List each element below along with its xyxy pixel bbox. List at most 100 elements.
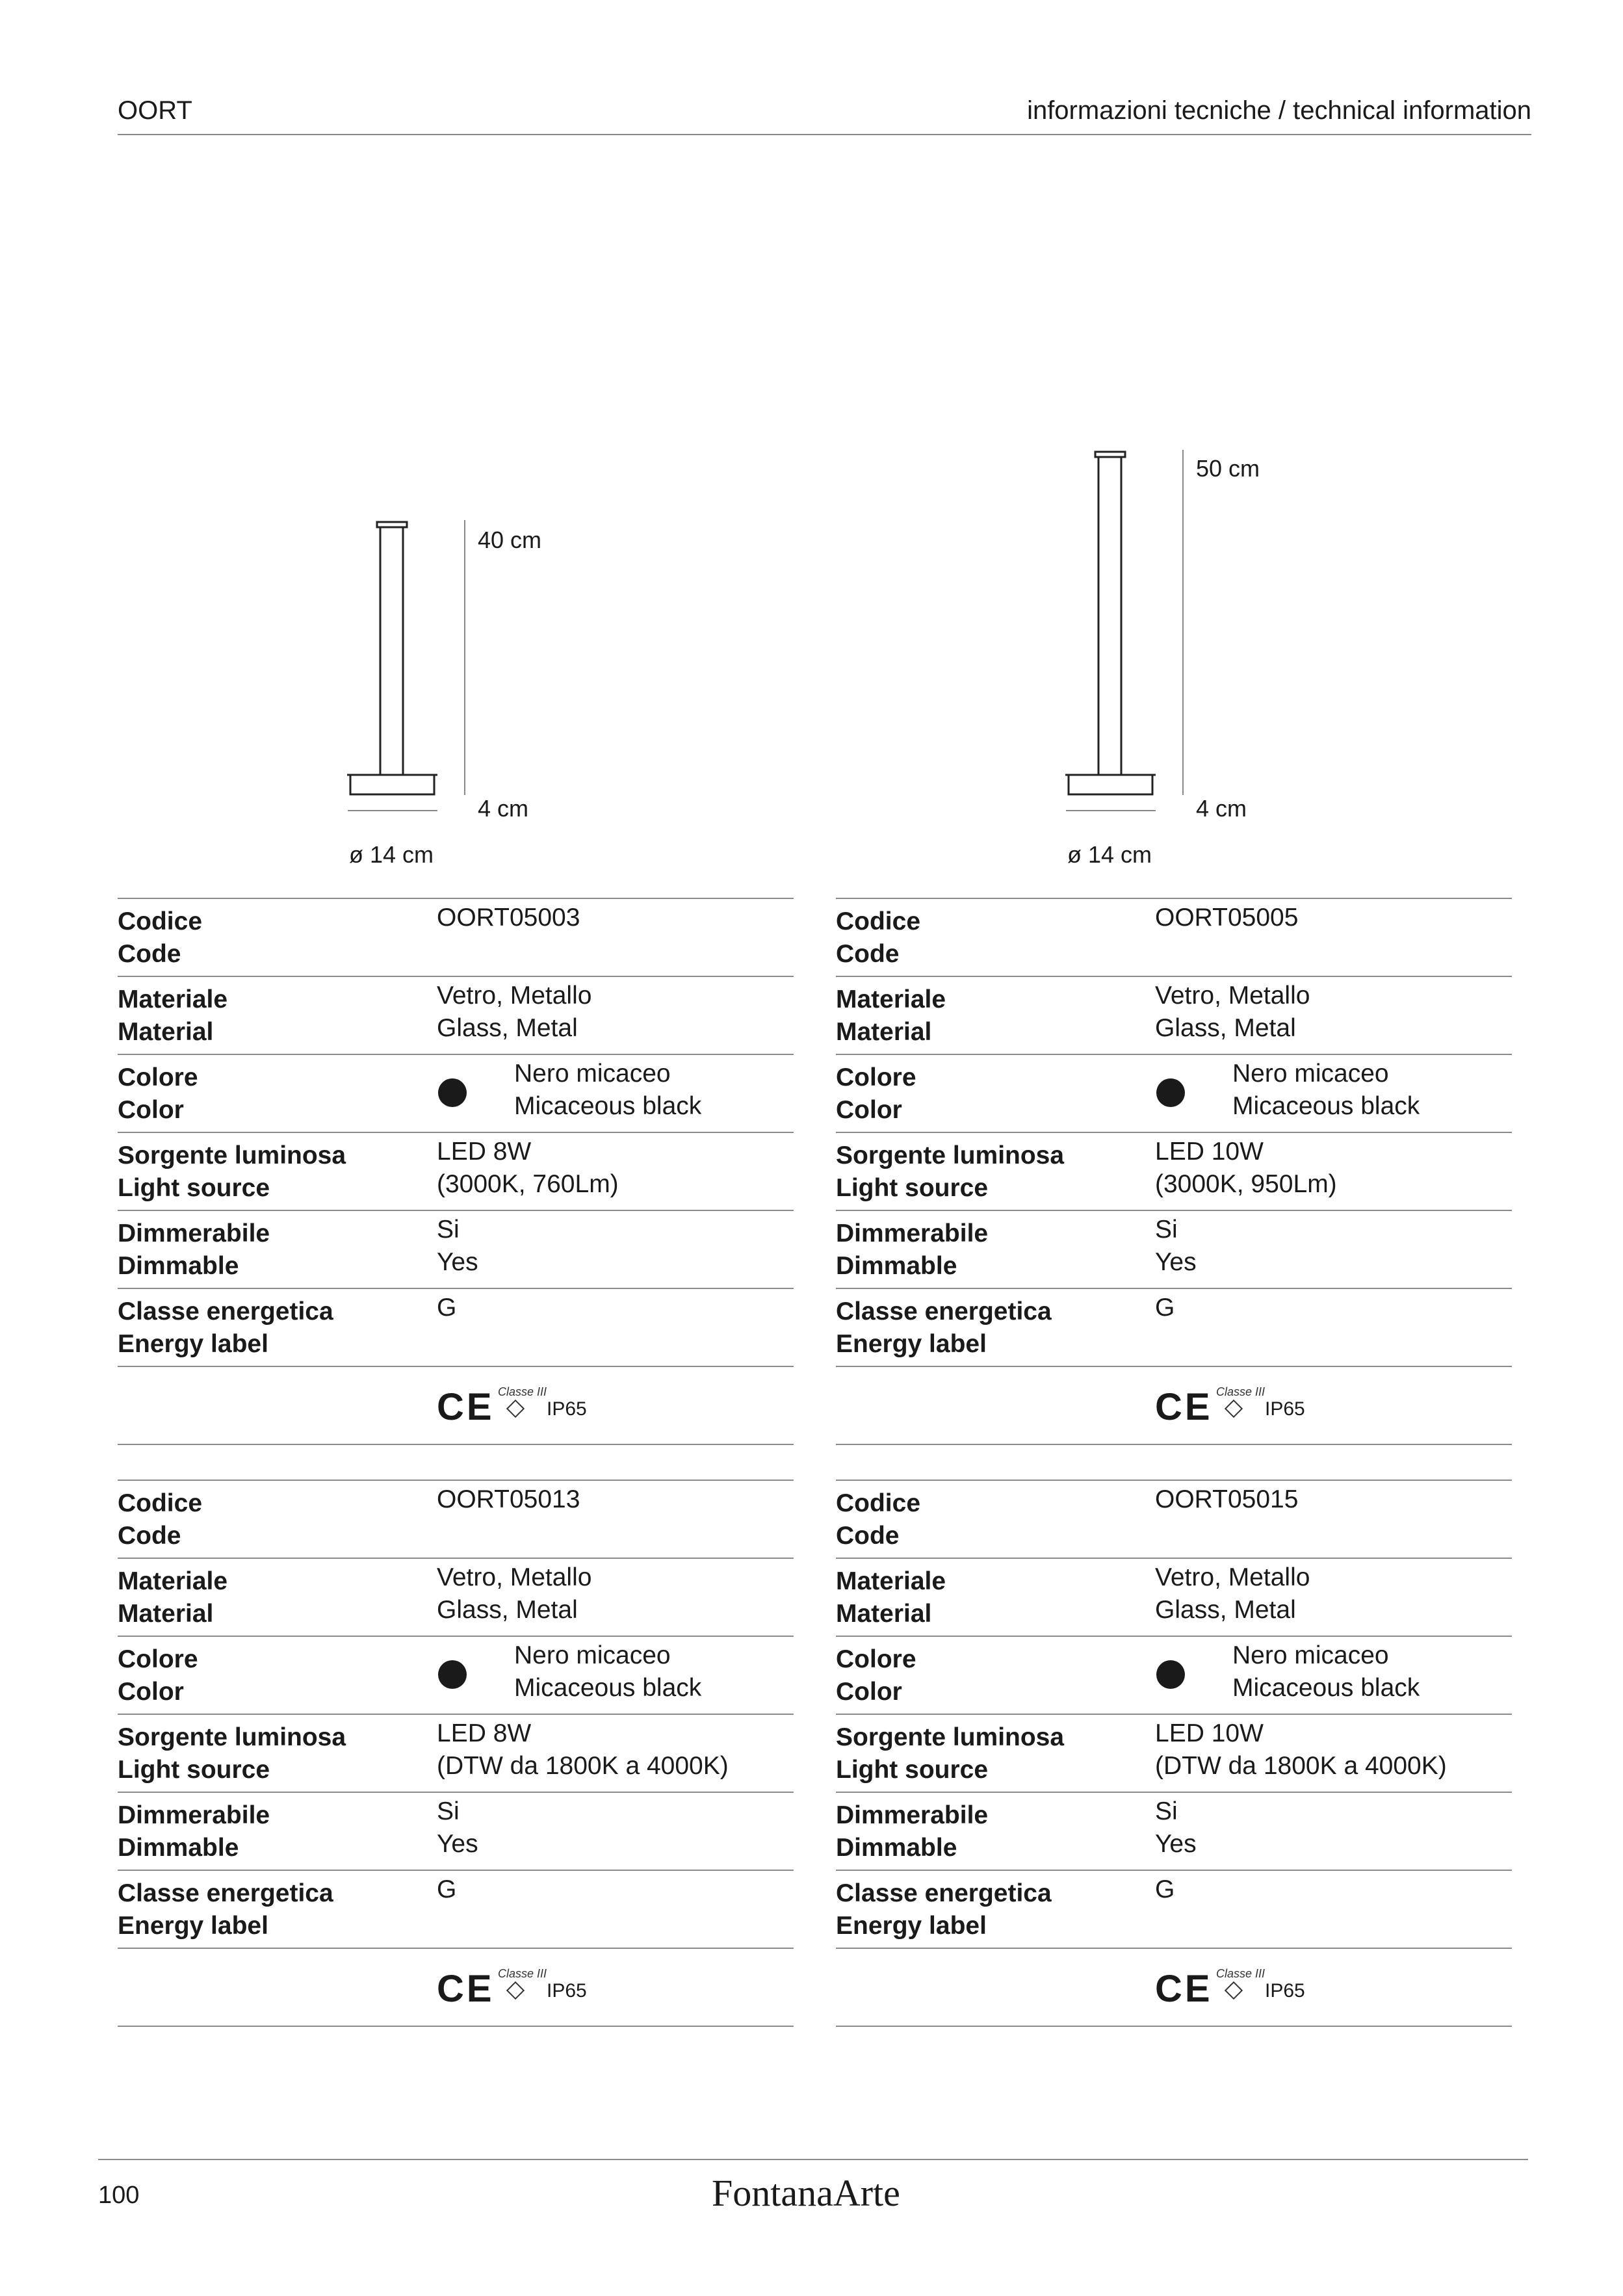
- brand-logo: FontanaArte: [712, 2172, 900, 2214]
- spec-label: Materiale Material: [118, 984, 227, 1049]
- spec-label: Codice Code: [836, 906, 920, 971]
- color-swatch: [1156, 1660, 1185, 1689]
- class-iii-label: Classe III: [1216, 1967, 1266, 1980]
- ce-mark-icon: CE: [1155, 1968, 1213, 2010]
- value-line: OORT05005: [1155, 904, 1299, 932]
- spec-row: Materiale Material Vetro, Metallo Glass, Me…: [836, 976, 1512, 1054]
- value-line: (DTW da 1800K a 4000K): [437, 1752, 729, 1780]
- label-line: Energy label: [118, 1330, 268, 1358]
- label-line: Codice: [836, 1489, 921, 1517]
- color-swatch: [438, 1078, 467, 1107]
- value-line: Yes: [437, 1830, 478, 1858]
- lamp-drawing-50cm: [1065, 450, 1184, 811]
- spec-row: Classe energetica Energy label G: [118, 1870, 794, 1948]
- lamp-drawing-40cm: [347, 520, 465, 811]
- label-line: Code: [118, 1522, 181, 1550]
- label-line: Materiale: [118, 1567, 228, 1595]
- label-line: Light source: [836, 1174, 989, 1202]
- spec-row: Colore Color Nero micaceo Micaceous black: [118, 1636, 794, 1714]
- spec-row: Colore Color Nero micaceo Micaceous black: [836, 1054, 1512, 1132]
- spec-label: Classe energetica Energy label: [836, 1877, 1052, 1942]
- label-line: Light source: [836, 1756, 989, 1784]
- label-line: Classe energetica: [118, 1879, 333, 1907]
- label-line: Dimmerabile: [836, 1220, 989, 1247]
- label-line: Codice: [836, 907, 921, 935]
- spec-label: Classe energetica Energy label: [118, 1877, 333, 1942]
- label-line: Materiale: [836, 1567, 946, 1595]
- label-line: Sorgente luminosa: [836, 1723, 1065, 1751]
- value-line: OORT05015: [1155, 1485, 1299, 1513]
- page-number: 100: [98, 2182, 140, 2209]
- spec-table: Codice Code OORT05015 Materiale Material Vetr…: [836, 1480, 1512, 2027]
- label-line: Dimmerabile: [118, 1801, 270, 1829]
- diameter-label: ø 14 cm: [1067, 841, 1152, 868]
- label-line: Materiale: [118, 985, 228, 1013]
- certification-row: CE Classe III IP65: [118, 1366, 794, 1445]
- label-line: Codice: [118, 1489, 203, 1517]
- spec-row: Classe energetica Energy label G: [118, 1288, 794, 1366]
- spec-label: Classe energetica Energy label: [836, 1296, 1052, 1361]
- label-line: Energy label: [836, 1330, 987, 1358]
- value-line: Vetro, Metallo: [437, 1563, 592, 1591]
- base-height-label: 4 cm: [1196, 795, 1247, 822]
- spec-value: Nero micaceo Micaceous black: [514, 1639, 701, 1704]
- spec-label: Dimmerabile Dimmable: [118, 1218, 270, 1283]
- spec-row: Materiale Material Vetro, Metallo Glass, Me…: [118, 976, 794, 1054]
- class-iii-label: Classe III: [498, 1967, 547, 1980]
- height-label: 40 cm: [478, 527, 542, 553]
- spec-table: Codice Code OORT05013 Materiale Material Vetr…: [118, 1480, 794, 2027]
- spec-row: Colore Color Nero micaceo Micaceous black: [118, 1054, 794, 1132]
- spec-value: Nero micaceo Micaceous black: [1232, 1058, 1420, 1123]
- certification-row: CE Classe III IP65: [836, 1948, 1512, 2027]
- certification-row: CE Classe III IP65: [118, 1948, 794, 2027]
- value-line: Yes: [1155, 1830, 1197, 1858]
- value-line: G: [437, 1875, 457, 1903]
- value-line: Yes: [1155, 1248, 1197, 1276]
- value-line: LED 10W: [1155, 1138, 1264, 1166]
- spec-value: Vetro, Metallo Glass, Metal: [1155, 980, 1310, 1045]
- value-line: Micaceous black: [1232, 1092, 1420, 1120]
- label-line: Energy label: [836, 1912, 987, 1940]
- spec-row: Codice Code OORT05003: [118, 898, 794, 976]
- header-rule: [118, 134, 1531, 135]
- value-line: Si: [437, 1216, 460, 1244]
- value-line: Nero micaceo: [514, 1060, 671, 1088]
- spec-label: Codice Code: [118, 906, 202, 971]
- class-iii-diamond-icon: [1224, 1981, 1243, 2000]
- value-line: G: [1155, 1875, 1175, 1903]
- label-line: Dimmable: [836, 1834, 957, 1862]
- spec-value: OORT05005: [1155, 902, 1298, 934]
- value-line: OORT05013: [437, 1485, 580, 1513]
- value-line: Micaceous black: [1232, 1674, 1420, 1702]
- spec-value: LED 8W (DTW da 1800K a 4000K): [437, 1717, 729, 1782]
- spec-row: Materiale Material Vetro, Metallo Glass, Me…: [836, 1558, 1512, 1636]
- base-height-label: 4 cm: [478, 795, 529, 822]
- spec-label: Sorgente luminosa Light source: [836, 1721, 1064, 1786]
- label-line: Materiale: [836, 985, 946, 1013]
- spec-row: Sorgente luminosa Light source LED 8W (3000…: [118, 1132, 794, 1210]
- spec-row: Codice Code OORT05013: [118, 1480, 794, 1558]
- value-line: Glass, Metal: [1155, 1014, 1296, 1042]
- spec-row: Dimmerabile Dimmable Si Yes: [118, 1210, 794, 1288]
- class-iii-label: Classe III: [498, 1385, 547, 1398]
- spec-value: G: [1155, 1873, 1175, 1906]
- label-line: Dimmable: [118, 1252, 239, 1280]
- label-line: Sorgente luminosa: [118, 1723, 346, 1751]
- ip-rating: IP65: [1265, 1398, 1305, 1420]
- ce-mark-icon: CE: [437, 1386, 495, 1428]
- spec-label: Sorgente luminosa Light source: [836, 1140, 1064, 1205]
- spec-value: LED 10W (DTW da 1800K a 4000K): [1155, 1717, 1447, 1782]
- class-iii-diamond-icon: [506, 1981, 525, 2000]
- value-line: Si: [1155, 1216, 1178, 1244]
- spec-row: Codice Code OORT05015: [836, 1480, 1512, 1558]
- value-line: LED 8W: [437, 1138, 532, 1166]
- label-line: Code: [836, 1522, 900, 1550]
- class-iii-label: Classe III: [1216, 1385, 1266, 1398]
- label-line: Code: [118, 940, 181, 968]
- certification-row: CE Classe III IP65: [836, 1366, 1512, 1445]
- value-line: (DTW da 1800K a 4000K): [1155, 1752, 1447, 1780]
- spec-label: Sorgente luminosa Light source: [118, 1721, 346, 1786]
- spec-row: Classe energetica Energy label G: [836, 1288, 1512, 1366]
- label-line: Material: [836, 1018, 932, 1046]
